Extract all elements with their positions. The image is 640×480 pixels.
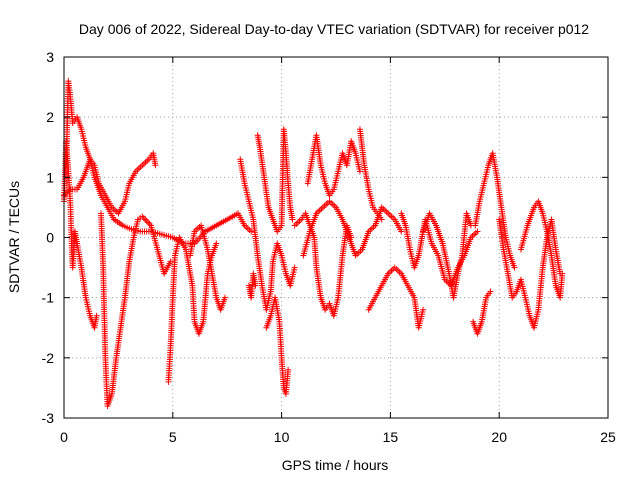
- grid-lines: [64, 57, 608, 418]
- data-point: [93, 312, 100, 319]
- x-tick-label: 5: [169, 429, 177, 445]
- x-axis-label: GPS time / hours: [282, 457, 389, 473]
- data-point: [152, 162, 159, 169]
- data-point: [140, 214, 147, 221]
- data-point: [213, 240, 220, 247]
- y-tick-label: 3: [46, 49, 54, 65]
- data-point: [474, 228, 481, 235]
- data-point: [398, 228, 405, 235]
- data-point: [248, 228, 255, 235]
- data-point: [378, 216, 385, 223]
- data-point: [143, 217, 150, 224]
- chart-title: Day 006 of 2022, Sidereal Day-to-day VTE…: [79, 21, 589, 37]
- data-point: [559, 270, 566, 277]
- data-point: [145, 219, 152, 226]
- y-tick-label: 0: [46, 230, 54, 246]
- data-point: [167, 258, 174, 265]
- data-point: [291, 264, 298, 271]
- data-point: [252, 282, 259, 289]
- y-tick-label: -3: [42, 410, 55, 426]
- data-point: [420, 306, 427, 313]
- data-point: [285, 366, 292, 373]
- x-tick-label: 10: [274, 429, 290, 445]
- data-point: [289, 216, 296, 223]
- y-tick-label: 2: [46, 109, 54, 125]
- data-point: [511, 264, 518, 271]
- axis-ticks: 0 5 10 15 20 25 -3 -2 -1 0 1 2 3: [42, 49, 616, 445]
- x-tick-label: 0: [60, 429, 68, 445]
- data-point: [142, 216, 149, 223]
- x-tick-label: 25: [600, 429, 616, 445]
- data-point: [356, 168, 363, 175]
- y-axis-label: SDTVAR / TECUs: [6, 181, 22, 293]
- data-points: [61, 78, 566, 409]
- data-point: [487, 288, 494, 295]
- y-tick-label: 1: [46, 169, 54, 185]
- x-tick-label: 15: [383, 429, 399, 445]
- y-tick-label: -2: [42, 350, 55, 366]
- data-point: [222, 294, 229, 301]
- x-tick-label: 20: [491, 429, 507, 445]
- y-tick-label: -1: [42, 290, 55, 306]
